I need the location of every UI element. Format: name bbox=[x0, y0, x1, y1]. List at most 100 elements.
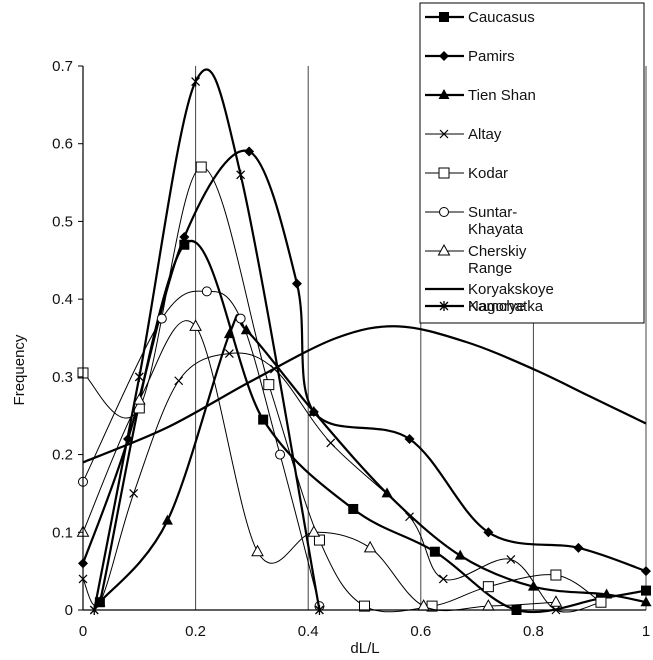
data-point-kodar bbox=[313, 534, 325, 546]
data-point-cherskiy-range bbox=[189, 319, 202, 331]
legend-label: Altay bbox=[468, 126, 502, 143]
legend-swatch-marker bbox=[439, 207, 449, 217]
data-point-suntar-khayata bbox=[235, 313, 246, 324]
data-point-kodar bbox=[359, 600, 370, 612]
y-tick-label: 0.7 bbox=[52, 58, 73, 75]
data-point-cherskiy-range bbox=[482, 599, 495, 611]
x-tick-label: 1 bbox=[642, 623, 650, 640]
data-point-kamchatka bbox=[236, 169, 246, 180]
data-point-altay bbox=[174, 376, 184, 386]
y-axis-title: Frequency bbox=[11, 334, 28, 405]
data-point-kamchatka bbox=[134, 371, 144, 382]
data-point-altay bbox=[224, 349, 234, 358]
series-tien-shan bbox=[94, 314, 652, 607]
legend-label: Kodar bbox=[468, 165, 508, 182]
data-point-tien-shan bbox=[240, 324, 252, 335]
data-point-cherskiy-range bbox=[307, 525, 321, 537]
data-point-pamirs bbox=[404, 434, 415, 445]
series-line-altay bbox=[82, 352, 602, 613]
data-point-kodar bbox=[550, 569, 562, 581]
data-point-caucasus bbox=[258, 414, 269, 425]
x-tick-label: 0 bbox=[79, 623, 87, 640]
data-point-tien-shan bbox=[381, 487, 393, 498]
data-point-tien-shan bbox=[223, 328, 235, 339]
data-point-tien-shan bbox=[161, 514, 173, 525]
data-point-altay bbox=[438, 574, 448, 584]
data-point-kodar bbox=[595, 596, 607, 608]
data-point-tien-shan bbox=[527, 580, 539, 591]
y-tick-label: 0.6 bbox=[52, 136, 73, 153]
series-line-pamirs bbox=[81, 149, 647, 573]
data-point-suntar-khayata bbox=[156, 313, 167, 324]
data-point-altay bbox=[405, 512, 414, 522]
data-point-tien-shan bbox=[640, 596, 652, 607]
data-point-cherskiy-range bbox=[549, 595, 563, 607]
y-tick-label: 0.3 bbox=[52, 369, 73, 386]
legend-swatch-marker bbox=[438, 167, 450, 179]
y-tick-label: 0.5 bbox=[52, 213, 73, 230]
data-point-altay bbox=[506, 555, 516, 564]
data-point-pamirs bbox=[291, 278, 302, 289]
legend-item-caucasus: Caucasus bbox=[425, 9, 535, 26]
x-tick-label: 0.4 bbox=[298, 623, 319, 640]
series-layer bbox=[76, 68, 652, 615]
legend-swatch-marker bbox=[438, 89, 450, 99]
legend-item-tien-shan: Tien Shan bbox=[425, 87, 536, 104]
data-point-altay bbox=[129, 489, 139, 498]
data-point-caucasus bbox=[348, 503, 359, 514]
x-axis-title: dL/L bbox=[350, 640, 379, 657]
legend-label-line2: Range bbox=[468, 260, 512, 277]
data-point-pamirs bbox=[179, 231, 190, 242]
series-cherskiy-range bbox=[76, 319, 563, 612]
axes-layer: 0 0.2 0.4 0.6 0.8 1 0 0.1 0.2 0.3 0.4 0.5 0.6 0.7 bbox=[52, 58, 650, 640]
legend-swatch-marker bbox=[439, 129, 449, 139]
series-line-kamchatka bbox=[93, 68, 321, 611]
legend-label: Cherskiy bbox=[468, 243, 527, 260]
y-tick-label: 0.2 bbox=[52, 447, 73, 464]
y-tick-label: 0.4 bbox=[52, 291, 73, 308]
data-point-pamirs bbox=[573, 542, 584, 553]
legend-swatch-marker bbox=[437, 243, 451, 256]
legend-label: Koryakskoye bbox=[468, 281, 554, 298]
legend-label: Tien Shan bbox=[468, 87, 536, 104]
series-kodar bbox=[77, 161, 607, 613]
data-point-kamchatka bbox=[191, 76, 201, 87]
series-line-tien-shan bbox=[99, 314, 647, 604]
legend-label: Pamirs bbox=[468, 48, 515, 65]
data-point-tien-shan bbox=[308, 405, 320, 416]
series-line-cherskiy-range bbox=[82, 320, 556, 612]
series-line-koryakskoye-nagorye bbox=[82, 325, 647, 464]
data-point-suntar-khayata bbox=[275, 449, 286, 460]
legend-item-pamirs: Pamirs bbox=[425, 48, 515, 65]
series-koryakskoye-nagorye bbox=[82, 325, 647, 464]
data-point-kodar bbox=[482, 581, 494, 593]
data-point-cherskiy-range bbox=[132, 393, 146, 405]
legend-box bbox=[419, 2, 645, 324]
legend-label: Kamchatka bbox=[468, 298, 544, 315]
series-kamchatka bbox=[89, 68, 324, 615]
legend-item-kodar: Kodar bbox=[425, 165, 508, 182]
legend-label-line2: Nagorye bbox=[468, 298, 525, 315]
data-point-altay bbox=[326, 438, 336, 448]
data-point-tien-shan bbox=[601, 588, 613, 599]
data-point-caucasus bbox=[641, 585, 651, 596]
legend-item-suntar-khayata: Suntar-Khayata bbox=[425, 204, 524, 238]
legend-swatch-marker bbox=[439, 301, 449, 311]
legend-item-altay: Altay bbox=[425, 126, 502, 143]
data-point-kodar bbox=[263, 379, 275, 391]
y-tick-label: 0.1 bbox=[52, 524, 73, 541]
data-point-cherskiy-range bbox=[251, 544, 264, 557]
data-point-caucasus bbox=[179, 239, 190, 250]
legend-item-kamchatka: Kamchatka bbox=[425, 298, 544, 315]
legend-label-line2: Khayata bbox=[468, 221, 524, 238]
y-tick-label: 0 bbox=[65, 602, 73, 619]
x-tick-label: 0.8 bbox=[523, 623, 544, 640]
legend-label: Suntar- bbox=[468, 204, 517, 221]
legend-swatch-marker bbox=[439, 12, 449, 22]
data-point-pamirs bbox=[483, 527, 494, 538]
legend-swatch-marker bbox=[439, 51, 449, 61]
data-point-suntar-khayata bbox=[201, 286, 212, 297]
